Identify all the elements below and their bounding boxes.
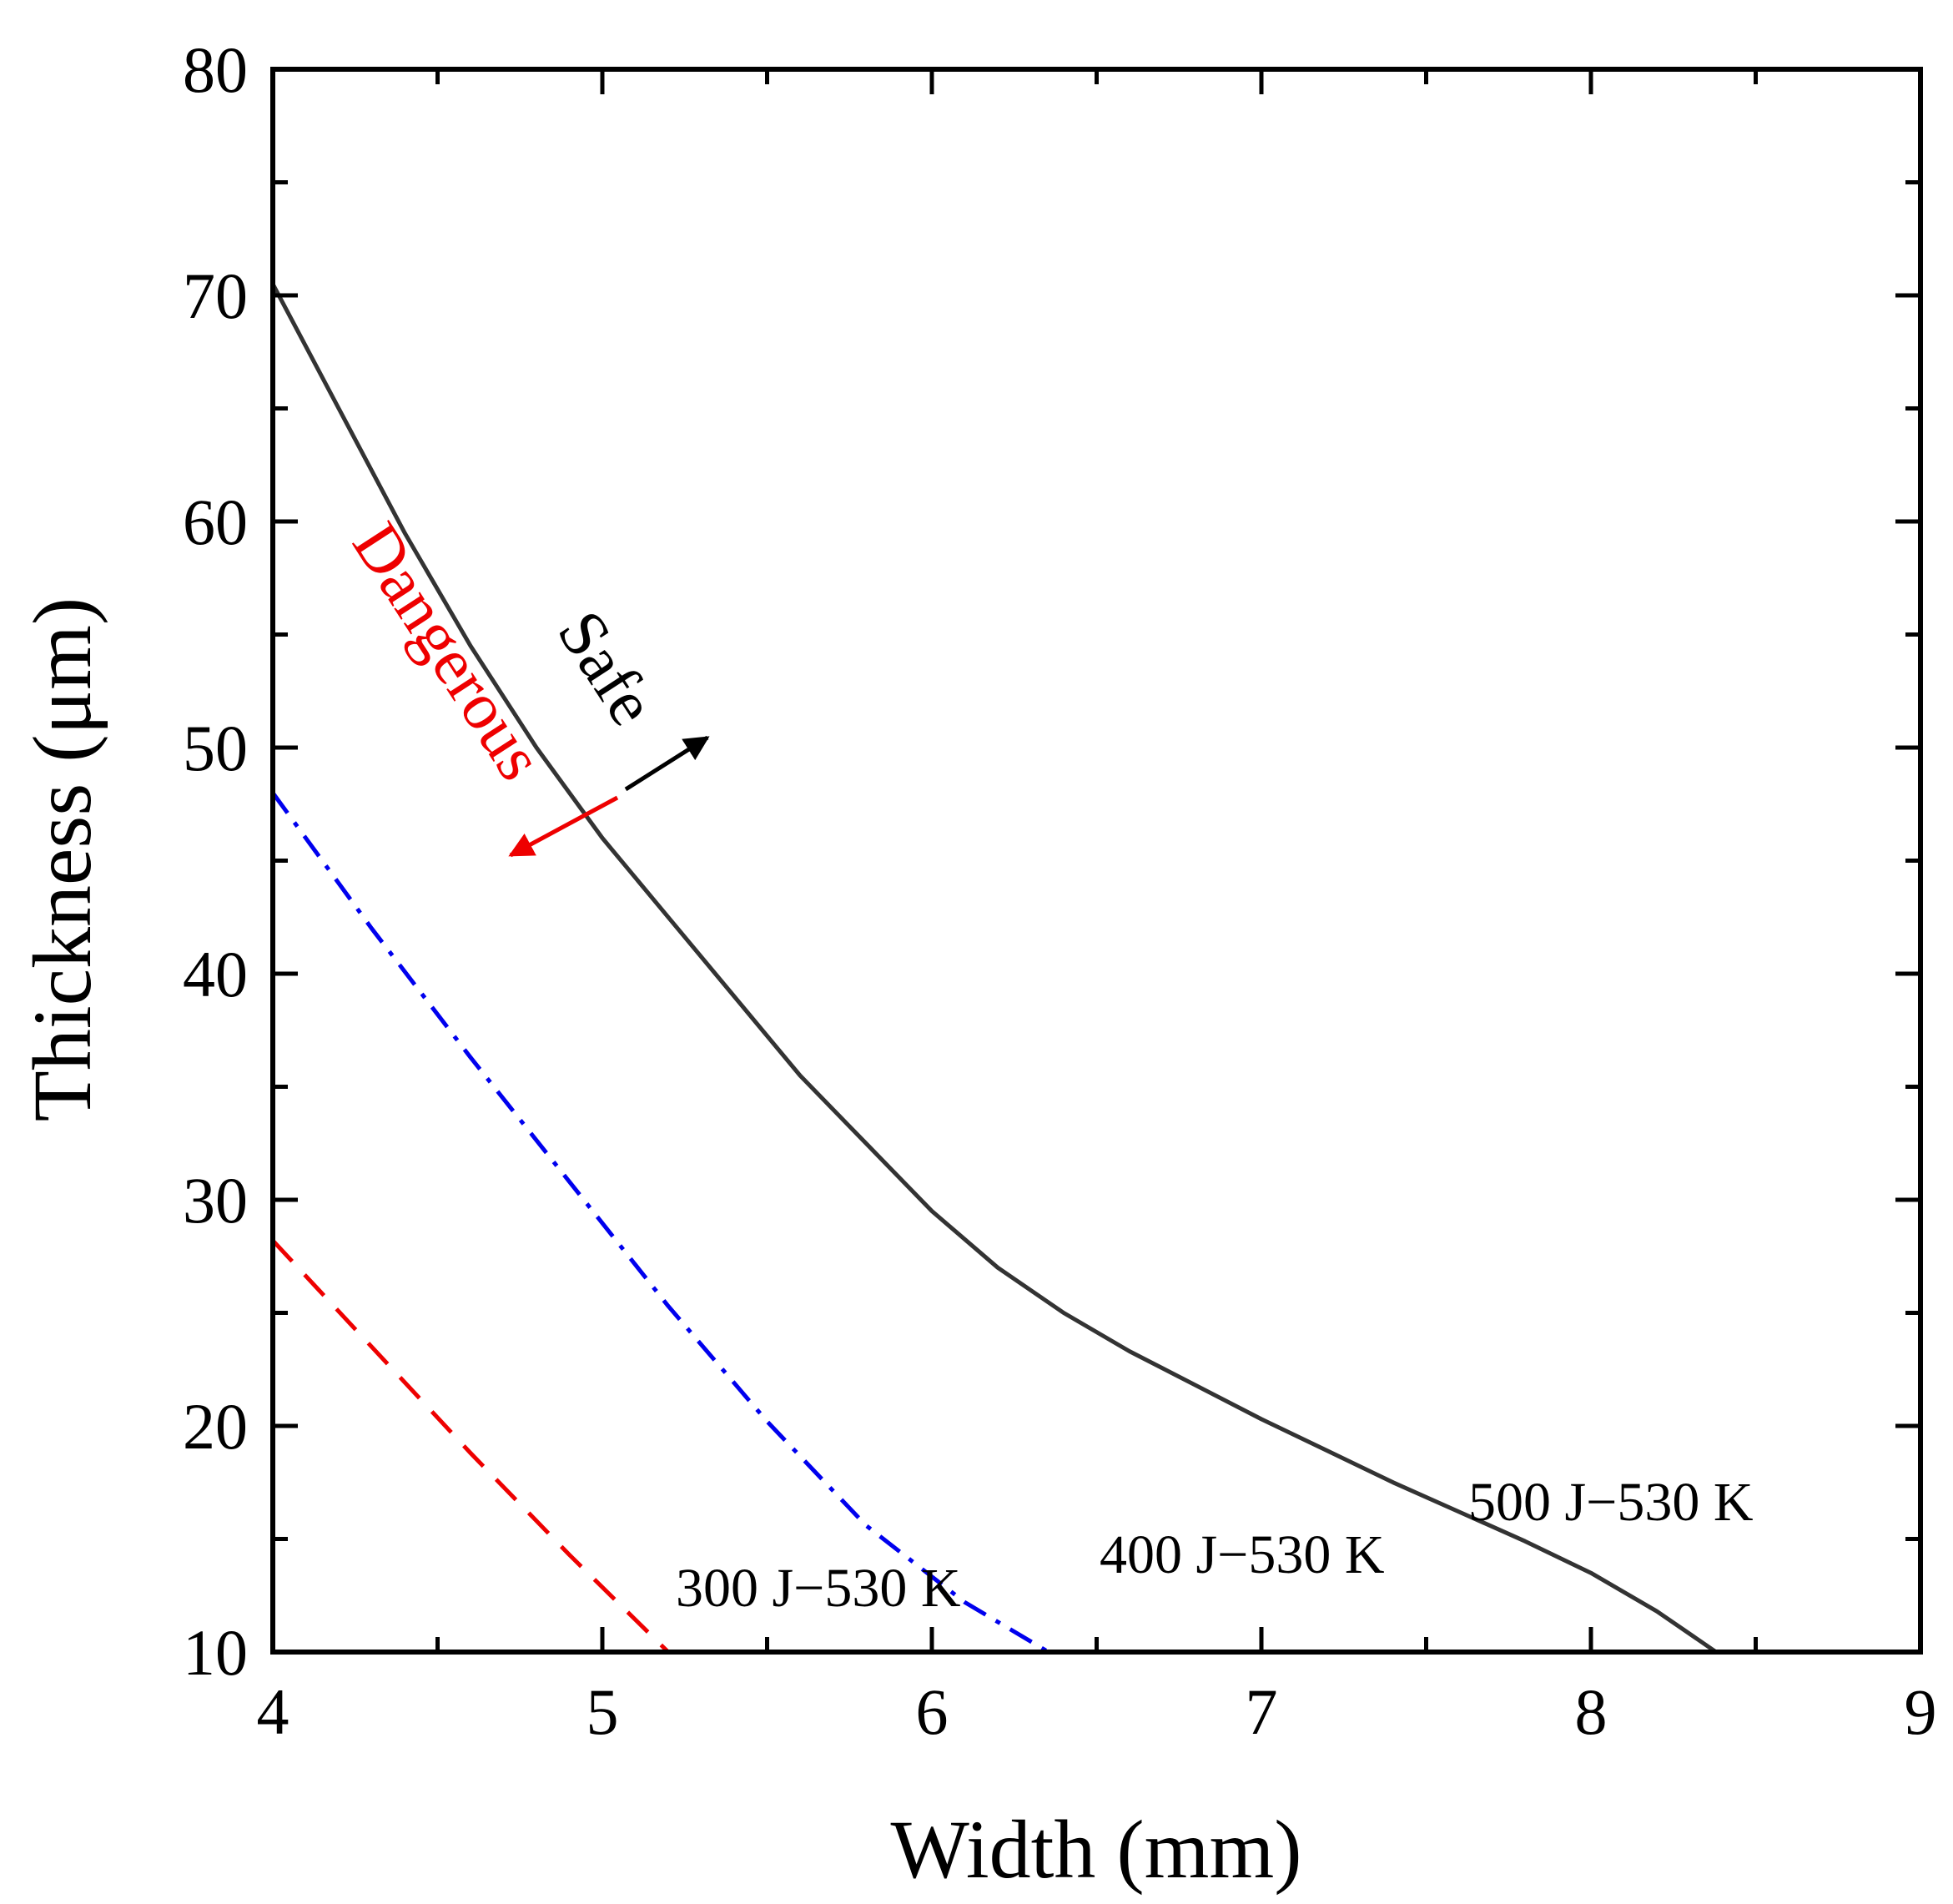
y-axis-title: Thickness (μm) [16, 597, 108, 1121]
series-label-500j: 500 J−530 K [1468, 1472, 1754, 1533]
y-tick-label: 70 [183, 259, 248, 332]
series-line-0 [273, 283, 1718, 1652]
plot-frame [270, 67, 1923, 1655]
annotations: Safe Dangerous [339, 511, 710, 858]
series-labels: 500 J−530 K 400 J−530 K 300 J−530 K [676, 1472, 1754, 1619]
series-line-1 [273, 791, 1053, 1652]
safe-arrow [624, 735, 710, 792]
series-label-400j: 400 J−530 K [1100, 1524, 1385, 1585]
x-tick-label: 6 [916, 1675, 949, 1748]
x-tick-label: 9 [1905, 1675, 1937, 1748]
y-tick-label: 20 [183, 1390, 248, 1463]
series-label-300j: 300 J−530 K [676, 1558, 961, 1619]
y-tick-label: 50 [183, 712, 248, 784]
y-tick-labels: 10 20 30 40 50 60 70 80 [183, 33, 248, 1689]
y-tick-label: 80 [183, 33, 248, 106]
dangerous-arrow [508, 795, 619, 858]
x-axis-title: Width (mm) [890, 1803, 1301, 1896]
x-tick-label: 4 [257, 1675, 289, 1748]
series-line-2 [273, 1239, 672, 1652]
series-layer [273, 283, 1718, 1652]
x-tick-label: 8 [1575, 1675, 1608, 1748]
y-tick-label: 40 [183, 938, 248, 1010]
y-tick-label: 30 [183, 1164, 248, 1237]
x-tick-label: 7 [1246, 1675, 1278, 1748]
y-tick-label: 10 [183, 1616, 248, 1689]
ticks-layer [270, 67, 1923, 1655]
y-tick-label: 60 [183, 486, 248, 558]
x-tick-labels: 4 5 6 7 8 9 [257, 1675, 1937, 1748]
dangerous-label: Dangerous [339, 511, 558, 793]
x-tick-label: 5 [586, 1675, 619, 1748]
safe-label: Safe [543, 598, 669, 738]
